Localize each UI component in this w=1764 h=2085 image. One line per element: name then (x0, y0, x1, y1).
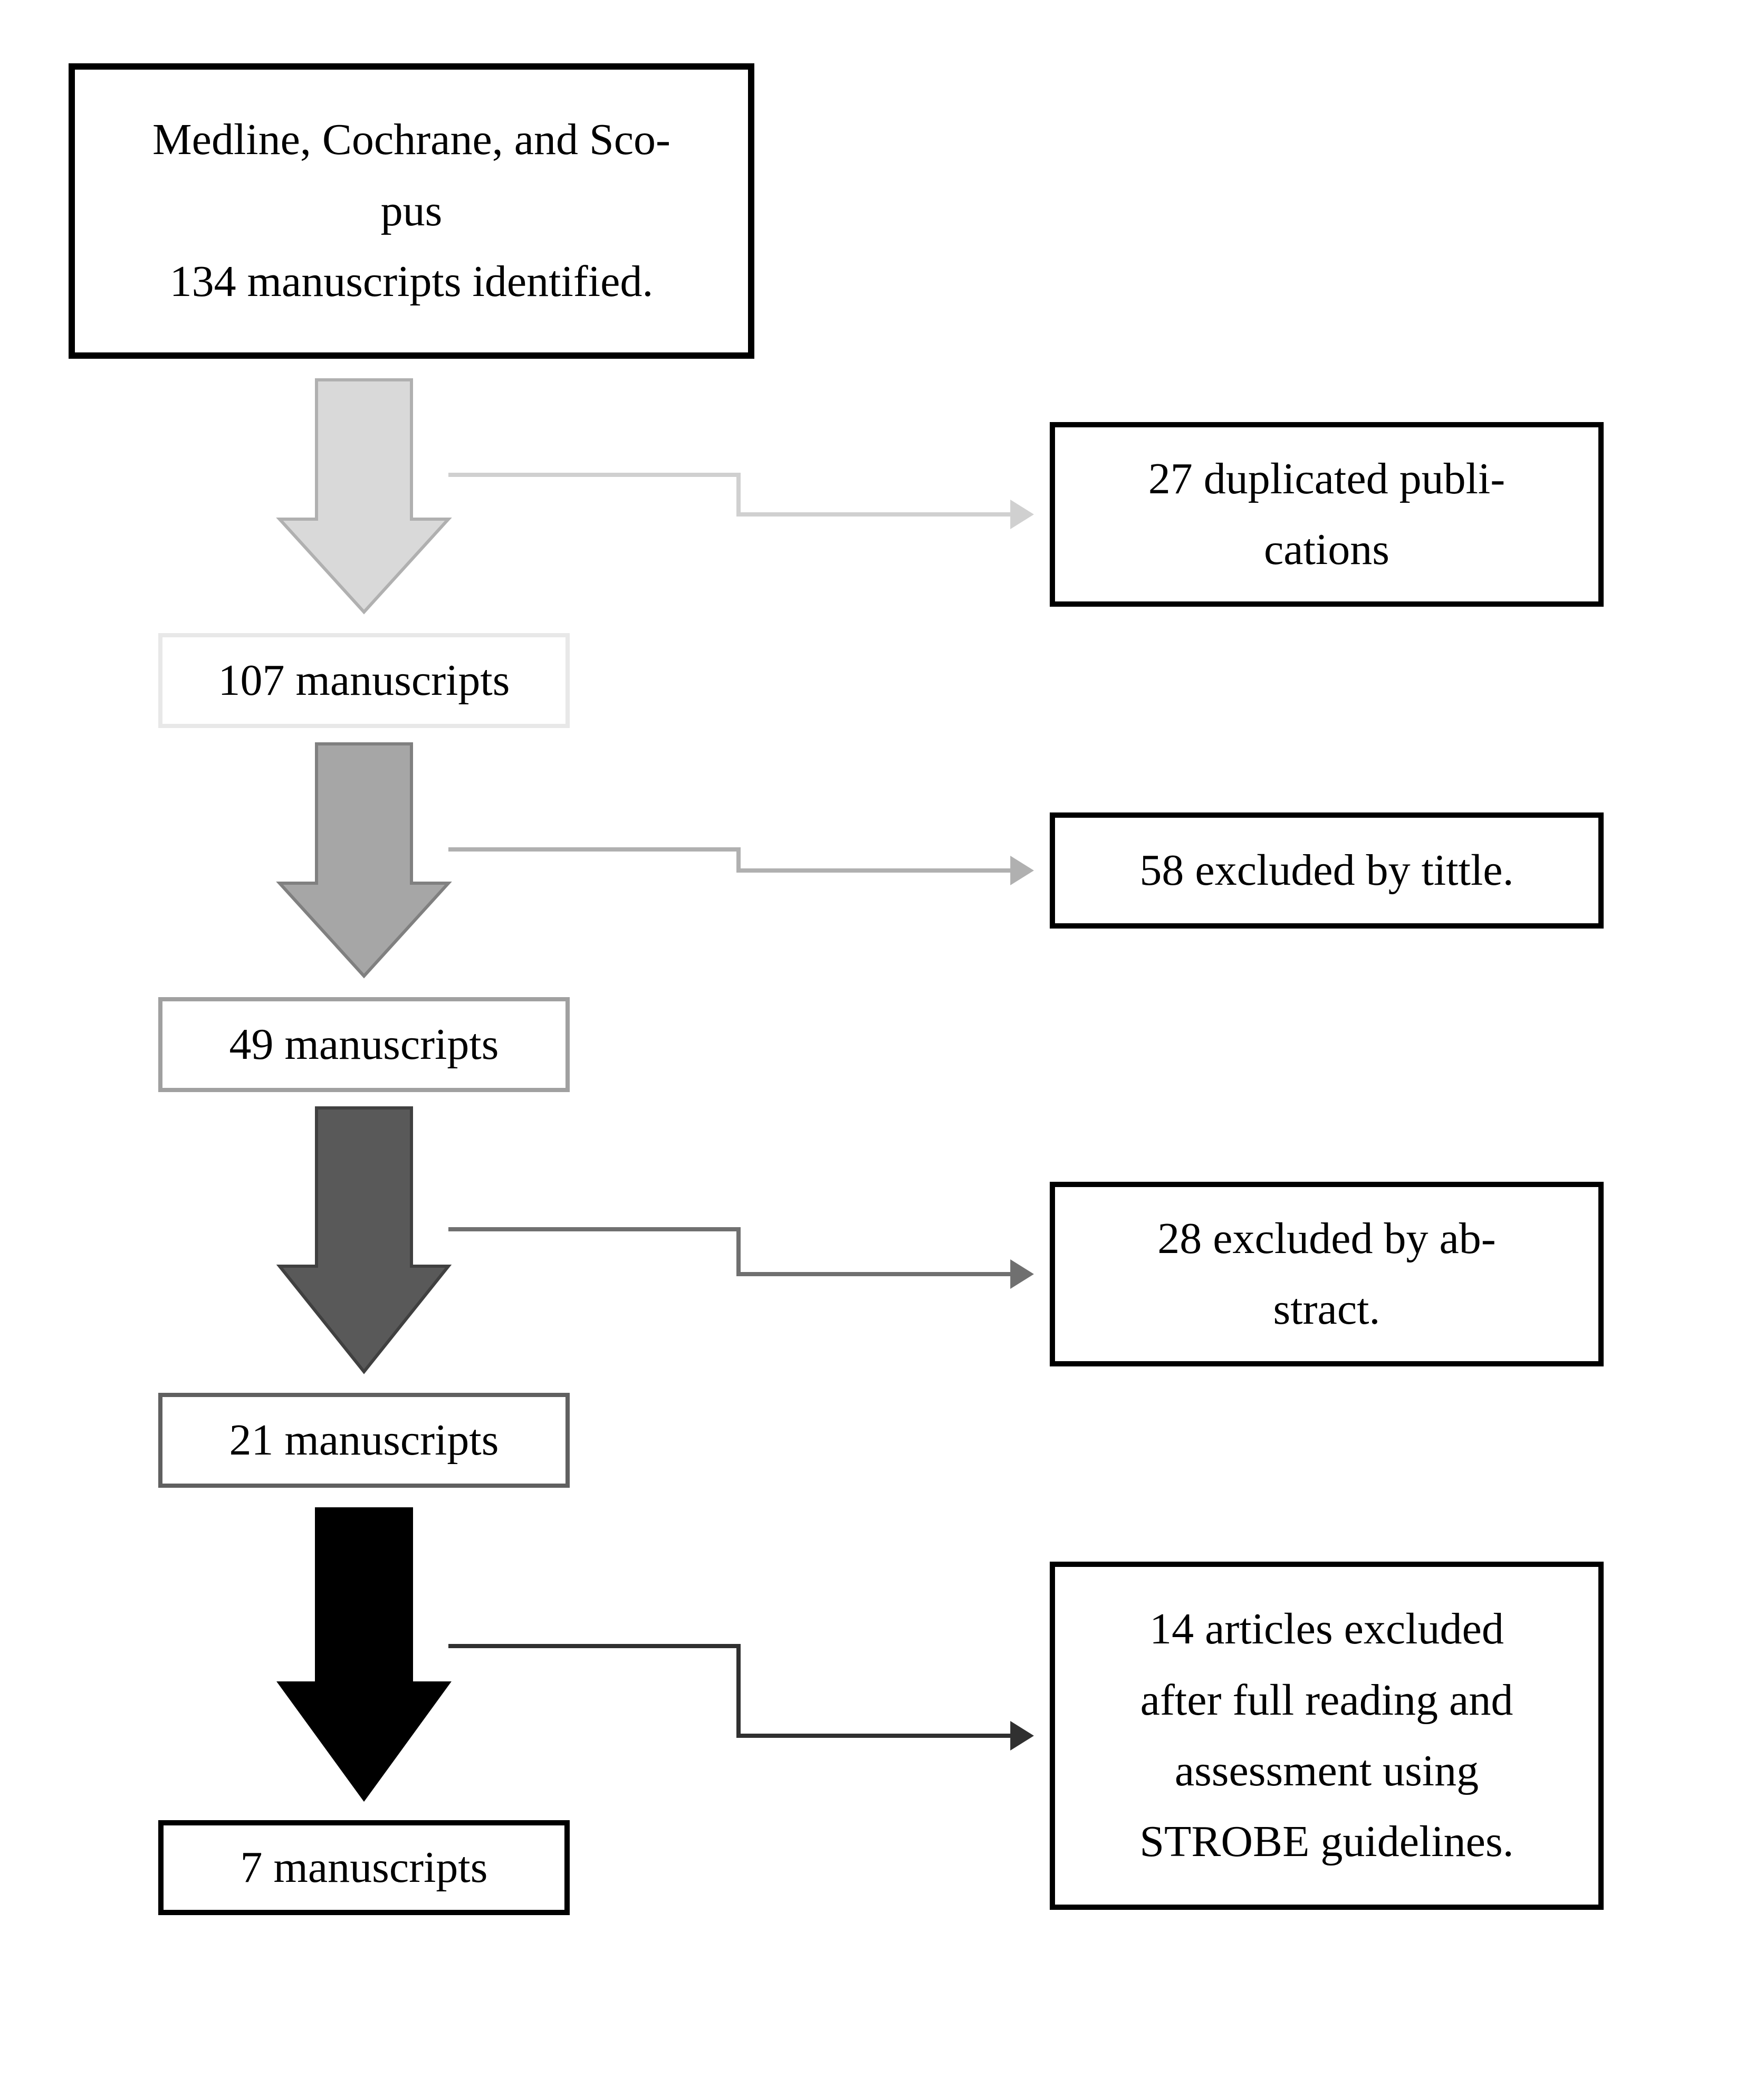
flow-box-m21: 21 manuscripts (158, 1393, 570, 1488)
down-arrow-4 (280, 1509, 448, 1799)
flow-box-identified: Medline, Cochrane, and Sco-pus134 manusc… (69, 63, 754, 359)
flow-box-m7: 7 manuscripts (158, 1820, 570, 1915)
exclusion-box-excl58-text: 58 excluded by tittle. (1139, 835, 1513, 906)
flow-box-m49-text: 49 manuscripts (229, 1009, 499, 1080)
flow-box-identified-text: Medline, Cochrane, and Sco-pus134 manusc… (152, 104, 670, 317)
flow-box-m7-text: 7 manuscripts (241, 1832, 488, 1903)
connector-2 (427, 828, 1055, 913)
exclusion-box-dup27-text: 27 duplicated publi-cations (1148, 444, 1506, 586)
exclusion-box-dup27: 27 duplicated publi-cations (1050, 422, 1604, 607)
exclusion-box-excl28-text: 28 excluded by ab-stract. (1157, 1203, 1495, 1345)
flow-box-m107: 107 manuscripts (158, 633, 570, 728)
connector-4 (427, 1625, 1055, 1778)
flow-box-m49: 49 manuscripts (158, 997, 570, 1092)
flow-box-m107-text: 107 manuscripts (218, 645, 510, 716)
flow-box-m21-text: 21 manuscripts (229, 1405, 499, 1476)
connector-3 (427, 1208, 1055, 1316)
connector-1 (427, 454, 1055, 557)
down-arrow-2 (280, 744, 448, 976)
exclusion-box-excl58: 58 excluded by tittle. (1050, 812, 1604, 929)
down-arrow-1 (280, 380, 448, 612)
down-arrow-3 (280, 1108, 448, 1372)
exclusion-box-excl14-text: 14 articles excludedafter full reading a… (1139, 1594, 1513, 1878)
exclusion-box-excl28: 28 excluded by ab-stract. (1050, 1182, 1604, 1366)
exclusion-box-excl14: 14 articles excludedafter full reading a… (1050, 1562, 1604, 1910)
